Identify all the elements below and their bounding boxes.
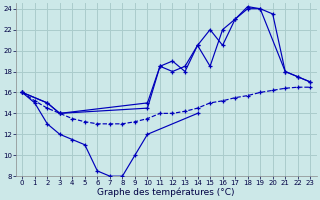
X-axis label: Graphe des températures (°C): Graphe des températures (°C) <box>98 187 235 197</box>
